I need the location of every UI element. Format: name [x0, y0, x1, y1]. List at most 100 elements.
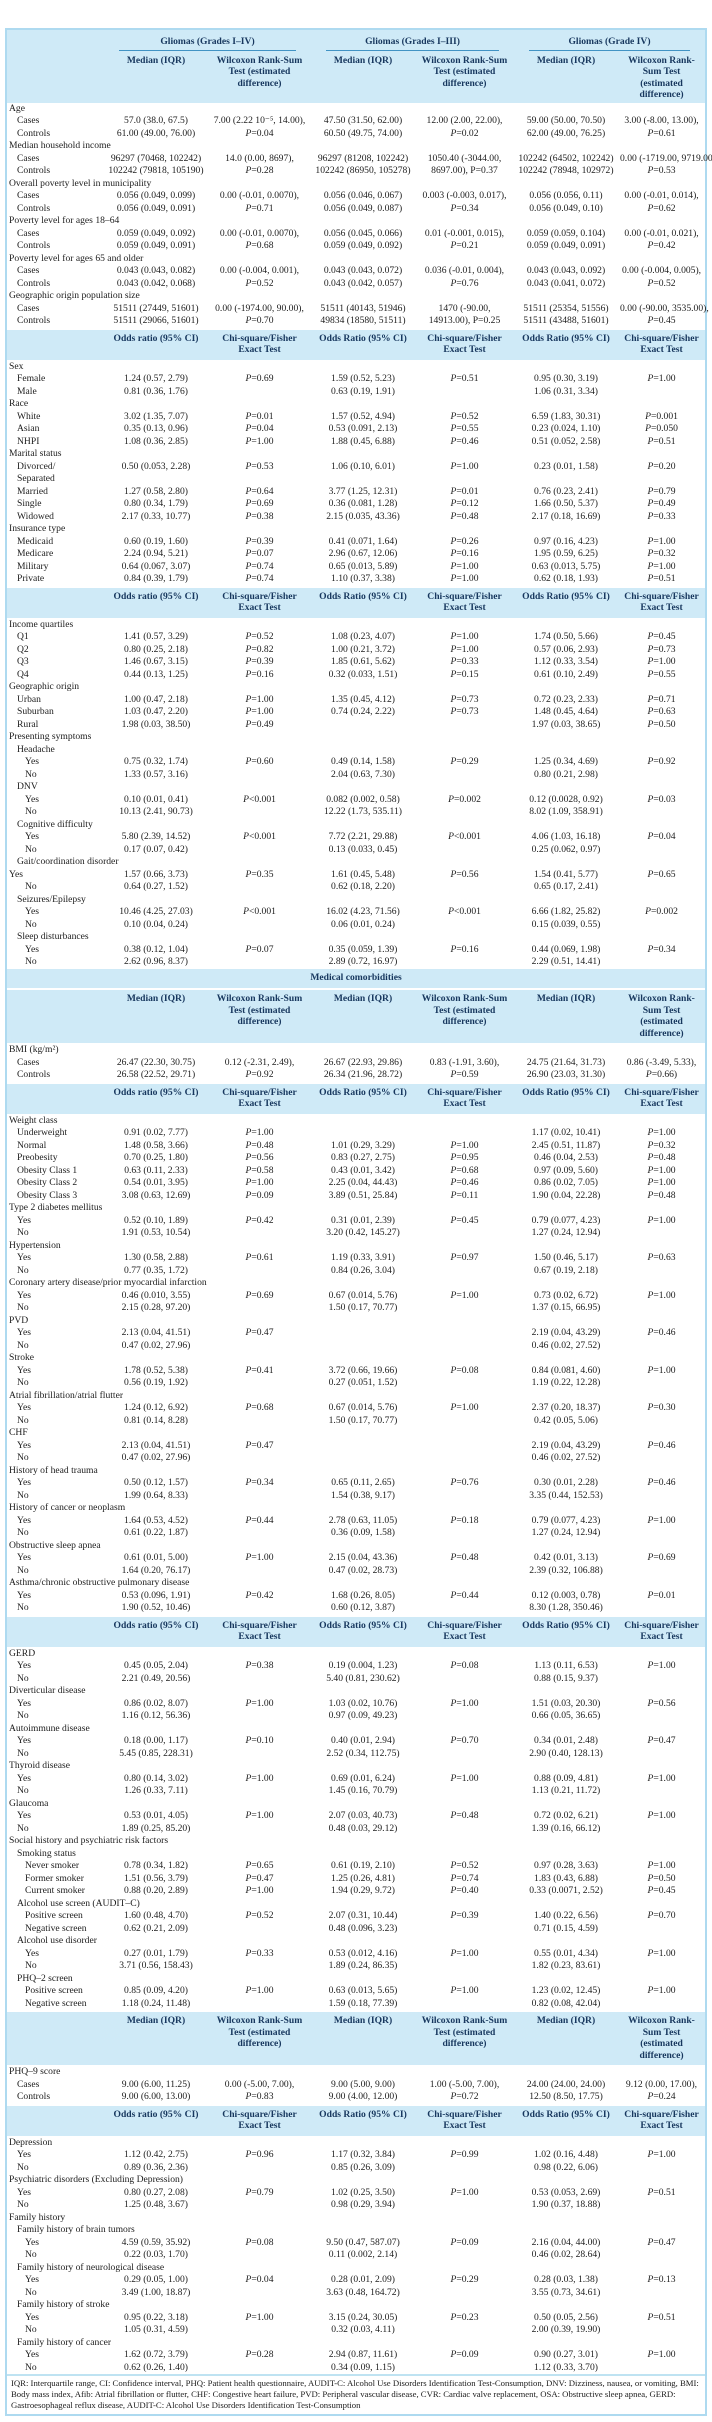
cell [208, 2249, 311, 2262]
row-label: Suburban [17, 706, 54, 717]
cell: 0.33 (0.0071, 2.52) [529, 1885, 603, 1896]
cell: 3.49 (1.00, 18.87) [121, 2286, 191, 2298]
section-label-row: Psychiatric disorders (Excluding Depress… [7, 2174, 705, 2187]
table-row: No 1.25 (0.48, 3.67) 0.98 (0.29, 3.94) 1.90… [7, 2199, 705, 2212]
row-label: No [25, 2249, 37, 2260]
cell: P=0.97 [450, 1252, 479, 1263]
table-row: Yes 1.12 (0.42, 2.75) P=0.96 1.17 (0.32, 3.… [7, 2149, 705, 2162]
cell: P=0.44 [245, 1514, 274, 1526]
row-label: No [25, 843, 37, 855]
row-label: Controls [17, 2091, 51, 2102]
cell: 0.89 (0.36, 2.36) [124, 2161, 188, 2173]
row-label: No [17, 1302, 29, 1313]
cell: P=0.63 [647, 1252, 676, 1263]
section-label: Insurance type [9, 523, 66, 534]
column-header: Wilcoxon Rank-Sum Test (estimated differ… [618, 52, 706, 103]
cell: P=0.51 [450, 373, 479, 384]
cell: 0.35 (0.059, 1.39) [328, 943, 398, 955]
cell: P=0.26 [450, 535, 479, 547]
cell: P=1.00 [450, 573, 479, 584]
cell: 1.05 (0.31, 4.59) [124, 2324, 188, 2335]
column-header: Chi-square/Fisher Exact Test [208, 585, 311, 619]
table-row: No 1.89 (0.25, 85.20) 0.48 (0.03, 29.12) 1.… [7, 1823, 705, 1836]
cell: P=1.00 [647, 1860, 676, 1871]
cell: 0.059 (0.049, 0.092) [323, 240, 403, 251]
section-label: Alcohol use disorder [17, 1935, 97, 1946]
footnote-text: IQR: Interquartile range, CI: Confidence… [7, 2374, 706, 2414]
cell: P=0.38 [245, 1660, 274, 1671]
corner-cell [7, 988, 104, 1044]
cell [618, 1960, 705, 1973]
table-row: Yes 0.52 (0.10, 1.89) P=0.42 0.31 (0.01, 2.… [7, 1215, 705, 1228]
column-header: Median (IQR) [311, 2010, 415, 2066]
cell: 0.12 (0.0028, 0.92) [529, 793, 603, 805]
cell: 0.62 (0.18, 1.93) [534, 573, 598, 584]
cell: 0.66 (0.05, 36.65) [531, 1710, 601, 1721]
cell [618, 1527, 705, 1540]
section-label: Coronary artery disease/prior myocardial… [9, 1277, 207, 1288]
cell: 0.53 (0.012, 4.16) [328, 1947, 398, 1959]
table-row: Yes 1.57 (0.66, 3.73) P=0.35 1.61 (0.45, 5.… [7, 869, 705, 882]
table-row: Yes 0.10 (0.01, 0.41) P<0.001 0.082 (0.002,… [7, 794, 705, 807]
cell: P=1.00 [245, 1985, 274, 1996]
cell: P=0.58 [245, 1164, 274, 1176]
section-label: Stroke [9, 1352, 35, 1363]
section-label-row: Depression [7, 2136, 705, 2149]
table-row: Yes 0.95 (0.22, 3.18) P=1.00 3.15 (0.24, 30… [7, 2312, 705, 2325]
row-label: Cases [17, 1056, 40, 1068]
cell: P=0.04 [647, 831, 676, 842]
row-label: Yes [17, 1327, 31, 1338]
cell: 0.80 (0.34, 1.79) [124, 498, 188, 509]
cell: 2.78 (0.63, 11.05) [328, 1514, 398, 1526]
cell: 0.32 (0.033, 1.51) [328, 668, 398, 680]
column-header: Odds ratio (95% CI) [104, 585, 208, 619]
table-row: Yes 1.64 (0.53, 4.52) P=0.44 2.78 (0.63, 11… [7, 1515, 705, 1528]
cell: P=0.33 [245, 1947, 274, 1959]
cell: 0.41 (0.071, 1.64) [328, 535, 398, 547]
table-row: Obesity Class 3 3.08 (0.63, 12.69) P=0.09 3… [7, 1190, 705, 1203]
cell: P=1.00 [245, 435, 274, 447]
table-row: Controls 102242 (79818, 105190) P=0.28 1022… [7, 165, 705, 178]
row-label: No [25, 1960, 37, 1971]
cell: 0.55 (0.01, 4.34) [534, 1947, 598, 1959]
table-row: Negative screen 0.62 (0.21, 2.09) 0.48 (0.… [7, 1923, 705, 1936]
cell [208, 473, 311, 486]
cell: P=1.00 [245, 693, 274, 705]
cell [618, 2249, 705, 2262]
cell: 2.15 (0.28, 97.20) [121, 1302, 191, 1313]
cell: P=1.00 [647, 2349, 676, 2360]
cell: P=0.74 [245, 573, 274, 584]
cell: 0.80 (0.21, 2.98) [534, 768, 598, 780]
cell [415, 719, 514, 732]
column-header: Median (IQR) [104, 52, 208, 103]
section-label-row: Autoimmune disease [7, 1723, 705, 1736]
cell: P=0.46 [450, 1177, 479, 1188]
cell: 0.61 (0.01, 5.00) [124, 1552, 188, 1563]
table-row: No 0.10 (0.04, 0.24) 0.06 (0.01, 0.24) 0.15… [7, 919, 705, 932]
cell: P=0.45 [647, 1885, 676, 1896]
cell [415, 1998, 514, 2012]
cell [311, 1327, 415, 1340]
table-row: Q3 1.46 (0.67, 3.15) P=0.39 1.85 (0.61, 5.6… [7, 656, 705, 669]
row-label: No [17, 1227, 29, 1238]
cell: 0.85 (0.09, 4.20) [124, 1985, 188, 1996]
table-row: Private 0.84 (0.39, 1.79) P=0.74 1.10 (0.37… [7, 573, 705, 587]
cell: 2.90 (0.40, 128.13) [529, 1747, 603, 1759]
section-label: BMI (kg/m²) [9, 1044, 59, 1055]
column-header: Chi-square/Fisher Exact Test [208, 1614, 311, 1648]
cell [208, 386, 311, 399]
cell: 0.62 (0.18, 2.20) [331, 881, 395, 892]
row-label: No [17, 1822, 29, 1834]
table-row: Controls 0.043 (0.042, 0.068) P=0.52 0.043 … [7, 278, 705, 291]
cell: 1.39 (0.16, 66.12) [531, 1822, 601, 1834]
cell [618, 1340, 705, 1353]
cell: 3.63 (0.48, 164.72) [326, 2286, 400, 2298]
cell: 1470 (-90.00, [438, 302, 491, 314]
cell: P=1.00 [647, 1127, 676, 1138]
cell: 0.60 (0.12, 3.87) [331, 1602, 395, 1613]
cell: 1.57 (0.52, 4.94) [331, 410, 395, 422]
row-label: Yes [17, 1252, 31, 1263]
cell: P=0.09 [450, 2236, 479, 2248]
cell: P=0.70 [647, 1910, 676, 1921]
cell: 0.71 (0.15, 4.59) [534, 1922, 598, 1934]
